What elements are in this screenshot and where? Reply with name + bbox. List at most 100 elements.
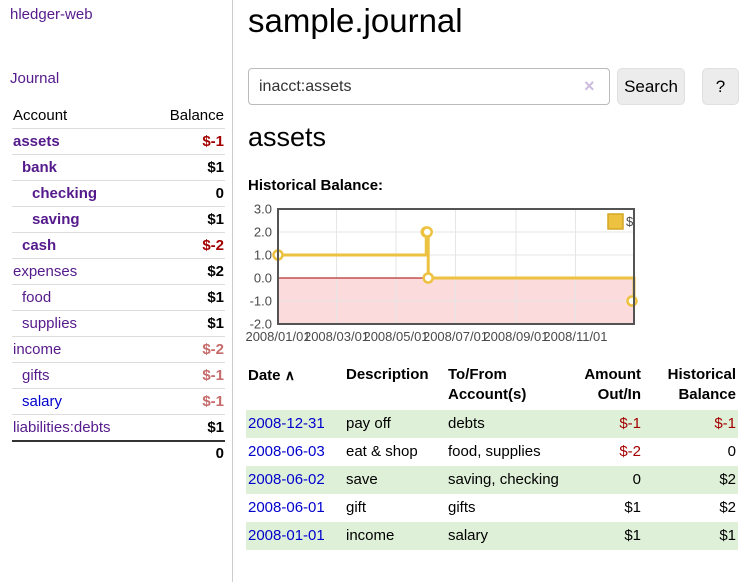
sidebar-account-cash[interactable]: cash $-2: [12, 232, 225, 258]
transaction-date-link[interactable]: 2008-01-01: [248, 527, 325, 544]
legend-swatch: [607, 213, 624, 230]
transaction-accounts: food, supplies: [448, 443, 541, 460]
transaction-amount: $-1: [619, 415, 641, 432]
transaction-accounts: debts: [448, 415, 485, 432]
svg-text:-2.0: -2.0: [250, 317, 272, 332]
sidebar-item-journal[interactable]: Journal: [10, 70, 60, 87]
transaction-accounts: salary: [448, 527, 489, 544]
account-balance: $1: [207, 289, 224, 306]
transaction-balance: 0: [727, 443, 736, 460]
accounts-tree: Account Balance assets $-1 bank $1 check…: [12, 103, 225, 465]
accounts-header-account: Account: [13, 107, 68, 124]
sidebar-account-expenses[interactable]: expenses $2: [12, 258, 225, 284]
account-balance: $-1: [202, 393, 224, 410]
data-point-marker: [421, 226, 433, 238]
historical-balance-chart: 2008/01/01 2008/03/01 2008/05/01 2008/07/01…: [246, 200, 742, 350]
column-header-accounts: To/From Account(s): [448, 366, 527, 403]
chart-title: Historical Balance:: [248, 177, 384, 194]
transaction-description: pay off: [346, 415, 391, 432]
account-link[interactable]: assets: [13, 133, 60, 150]
sidebar: hledger-web Journal Account Balance asse…: [0, 0, 233, 582]
transaction-accounts: saving, checking: [448, 471, 559, 488]
account-link[interactable]: income: [13, 341, 62, 358]
search-input[interactable]: [248, 68, 610, 105]
register-row[interactable]: 2008-12-31 pay off debts $-1 $-1: [246, 410, 738, 438]
svg-text:2008/03/01: 2008/03/01: [304, 329, 369, 344]
account-balance: $-2: [202, 341, 224, 358]
account-balance: $1: [207, 419, 224, 436]
register-table: Date ∧ Description To/From Account(s) Am…: [246, 363, 738, 550]
transaction-description: eat & shop: [346, 443, 418, 460]
account-link[interactable]: checking: [32, 185, 98, 202]
transaction-date-link[interactable]: 2008-12-31: [248, 415, 325, 432]
accounts-header: Account Balance: [12, 103, 225, 128]
transaction-amount: $1: [624, 527, 641, 544]
account-balance: $1: [207, 211, 224, 228]
data-point-marker: [626, 295, 638, 307]
register-row[interactable]: 2008-01-01 income salary $1 $1: [246, 522, 738, 550]
sidebar-account-bank[interactable]: bank $1: [12, 154, 225, 180]
account-balance: 0: [215, 185, 224, 202]
transaction-description: gift: [346, 499, 367, 516]
account-link[interactable]: bank: [22, 159, 58, 176]
legend-label: $: [626, 214, 634, 229]
sidebar-account-income[interactable]: income $-2: [12, 336, 225, 362]
transaction-date-link[interactable]: 2008-06-03: [248, 443, 325, 460]
help-button[interactable]: ?: [702, 68, 739, 105]
search-button[interactable]: Search: [617, 68, 685, 105]
account-link[interactable]: supplies: [22, 315, 78, 332]
column-header-date[interactable]: Date ∧: [246, 363, 344, 410]
transaction-accounts: gifts: [448, 499, 476, 516]
svg-text:2.0: 2.0: [254, 225, 272, 240]
sort-ascending-icon[interactable]: ∧: [284, 367, 295, 383]
clear-search-icon[interactable]: ×: [584, 76, 595, 96]
account-link[interactable]: cash: [22, 237, 57, 254]
transaction-date-link[interactable]: 2008-06-01: [248, 499, 325, 516]
svg-text:-1.0: -1.0: [250, 294, 272, 309]
sidebar-account-assets[interactable]: assets $-1: [12, 128, 225, 154]
app-title-link[interactable]: hledger-web: [10, 6, 93, 23]
transaction-amount: 0: [632, 471, 641, 488]
account-balance: $-2: [202, 237, 224, 254]
transaction-balance: $1: [719, 527, 736, 544]
transaction-description: income: [346, 527, 395, 544]
transaction-balance: $2: [719, 499, 736, 516]
transaction-balance: $2: [719, 471, 736, 488]
sidebar-account-saving[interactable]: saving $1: [12, 206, 225, 232]
sidebar-account-liabilities-debts[interactable]: liabilities:debts $1: [12, 414, 225, 440]
account-balance: $2: [207, 263, 224, 280]
account-link[interactable]: gifts: [22, 367, 50, 384]
accounts-total: 0: [12, 440, 225, 465]
svg-text:1.0: 1.0: [254, 248, 272, 263]
account-link[interactable]: saving: [32, 211, 80, 228]
balance-chart-svg: 2008/01/012008/03/012008/05/012008/07/01…: [246, 202, 638, 344]
transaction-amount: $-2: [619, 443, 641, 460]
transaction-date-link[interactable]: 2008-06-02: [248, 471, 325, 488]
svg-text:0.0: 0.0: [254, 271, 272, 286]
sidebar-account-supplies[interactable]: supplies $1: [12, 310, 225, 336]
column-header-amount: Amount Out/In: [584, 366, 641, 403]
date-header-label[interactable]: Date: [248, 367, 281, 384]
account-balance: $-1: [202, 367, 224, 384]
data-point-marker: [422, 272, 434, 284]
svg-text:2008/07/01: 2008/07/01: [423, 329, 488, 344]
sidebar-account-salary[interactable]: salary $-1: [12, 388, 225, 414]
svg-text:3.0: 3.0: [254, 202, 272, 217]
register-row[interactable]: 2008-06-02 save saving, checking 0 $2: [246, 466, 738, 494]
account-link[interactable]: expenses: [13, 263, 78, 280]
sidebar-account-food[interactable]: food $1: [12, 284, 225, 310]
account-link[interactable]: salary: [22, 393, 63, 410]
column-header-description: Description: [346, 366, 429, 383]
account-link[interactable]: liabilities:debts: [13, 419, 111, 436]
account-link[interactable]: food: [22, 289, 52, 306]
account-balance: $-1: [202, 133, 224, 150]
transaction-balance: $-1: [714, 415, 736, 432]
sidebar-account-gifts[interactable]: gifts $-1: [12, 362, 225, 388]
sidebar-account-checking[interactable]: checking 0: [12, 180, 225, 206]
svg-text:2008/11/01: 2008/11/01: [543, 329, 607, 344]
register-row[interactable]: 2008-06-01 gift gifts $1 $2: [246, 494, 738, 522]
svg-text:2008/01/01: 2008/01/01: [246, 329, 311, 344]
register-row[interactable]: 2008-06-03 eat & shop food, supplies $-2…: [246, 438, 738, 466]
transaction-description: save: [346, 471, 378, 488]
column-header-balance: Historical Balance: [667, 366, 736, 403]
